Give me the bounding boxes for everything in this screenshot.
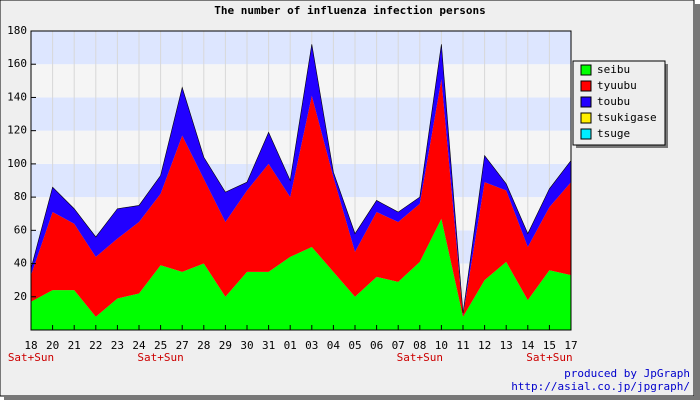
area [31,218,571,330]
x-tick-label: 13 [500,339,513,352]
frame-shadow [694,4,700,400]
footer: http://asial.co.jp/jpgraph/ [511,380,690,393]
y-tick-label: 60 [14,223,27,236]
legend-label: tsuge [597,127,630,140]
x-tick-label: 14 [521,339,535,352]
x-tick-label: 18 [24,339,37,352]
x-tick-label: 22 [89,339,102,352]
x-tick-label: 10 [435,339,448,352]
x-tick-label: 04 [327,339,341,352]
legend-label: seibu [597,63,630,76]
x-tick-label: 12 [478,339,491,352]
x-tick-label: 21 [68,339,81,352]
legend-label: toubu [597,95,630,108]
x-tick-label: 06 [370,339,383,352]
legend-swatch [580,112,592,124]
x-sublabel: Sat+Sun [8,351,54,364]
legend-label: tyuubu [597,79,637,92]
x-sublabel: Sat+Sun [137,351,183,364]
plot-border [30,30,572,331]
y-tick-label: 80 [14,190,27,203]
legend-label: tsukigase [597,111,657,124]
grid-band [31,64,571,98]
legend-swatch [580,96,592,108]
x-tick-label: 28 [197,339,210,352]
x-tick-label: 24 [132,339,146,352]
x-tick-label: 01 [284,339,297,352]
x-sublabel: Sat+Sun [526,351,572,364]
frame-shadow [4,396,700,400]
x-sublabel: Sat+Sun [397,351,443,364]
x-tick-label: 07 [392,339,405,352]
x-tick-label: 08 [413,339,426,352]
footer: produced by JpGraph [564,367,690,380]
y-tick-label: 160 [7,57,27,70]
x-tick-label: 15 [543,339,556,352]
y-tick-label: 40 [14,257,27,270]
x-tick-label: 29 [219,339,232,352]
y-tick-label: 20 [14,290,27,303]
area [31,79,571,317]
y-tick-label: 140 [7,90,27,103]
y-tick-label: 180 [7,24,27,37]
x-tick-label: 31 [262,339,275,352]
legend-swatch [580,128,592,140]
legend-swatch [580,80,592,92]
x-tick-label: 25 [154,339,167,352]
x-tick-label: 23 [111,339,124,352]
x-tick-label: 05 [348,339,361,352]
legend-swatch [580,64,592,76]
y-tick-label: 100 [7,157,27,170]
x-tick-label: 20 [46,339,59,352]
x-tick-label: 11 [456,339,469,352]
x-tick-label: 03 [305,339,318,352]
grid-band [31,31,571,65]
x-tick-label: 30 [240,339,253,352]
area-outline [30,44,572,314]
x-tick-label: 17 [564,339,577,352]
chart-title: The number of influenza infection person… [214,4,486,17]
x-tick-label: 27 [176,339,189,352]
y-tick-label: 120 [7,124,27,137]
